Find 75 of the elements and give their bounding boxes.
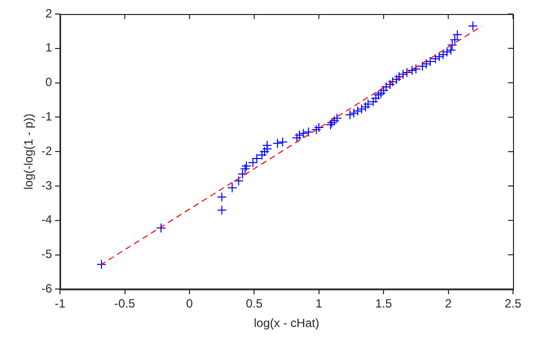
point [388,76,398,87]
y-tick-label: -2 [41,144,52,158]
point [156,222,166,233]
y-tick-label: 2 [45,6,52,20]
x-tick-label: -0.5 [114,296,136,311]
point [385,80,396,90]
point [352,106,363,116]
point [248,158,258,168]
point [381,82,392,92]
point [311,124,322,135]
point [260,146,270,157]
point [360,102,370,112]
point [425,56,436,66]
point [329,116,340,126]
point [314,122,324,133]
point [450,34,460,45]
point [216,192,227,202]
point [344,110,355,120]
point [332,113,342,124]
x-tick-label: 0.5 [246,296,263,311]
point [216,205,227,216]
point [348,108,359,118]
x-tick-label: 2.5 [504,296,522,311]
point [294,130,304,140]
point [292,132,302,143]
point [410,64,421,74]
x-axis-title: log(x - cHat) [254,316,320,330]
point [430,54,440,64]
y-tick-label: -5 [41,247,52,262]
point [434,52,444,62]
point [278,136,288,147]
y-tick-label: 1 [45,40,52,55]
x-tick-label: 2 [444,296,452,311]
point [96,259,106,270]
point [438,50,448,60]
point [398,69,408,80]
point [272,138,282,148]
point [241,161,252,172]
point [238,168,248,179]
x-tick-label: 1.5 [375,296,392,311]
point [442,46,452,57]
point [402,67,412,78]
point [378,85,389,96]
point [392,74,402,84]
point [227,182,238,193]
point [447,40,458,50]
point [298,128,308,138]
point [407,65,418,76]
point [370,93,381,104]
x-tick-label: -1 [54,296,66,311]
y-tick-label: -1 [41,110,52,124]
y-axis-title: log(-log(1 - p)) [22,114,36,190]
point [262,140,272,150]
point [376,88,386,98]
point [363,99,374,110]
x-tick-label: 1 [316,296,323,311]
y-tick-label: 0 [45,75,52,90]
point [446,45,456,56]
y-tick-label: -4 [41,212,52,227]
point [234,176,244,186]
point [394,72,404,82]
point [417,61,428,72]
point [240,164,250,174]
point [468,21,478,32]
point [373,90,384,100]
x-tick-label: 0 [186,296,194,311]
y-tick-label: -3 [41,178,52,192]
point [252,153,262,164]
point [421,58,432,69]
point [356,104,367,114]
point [256,150,267,160]
point [452,30,462,40]
point [304,126,314,137]
point [368,96,378,107]
y-tick-label: -6 [41,282,52,296]
